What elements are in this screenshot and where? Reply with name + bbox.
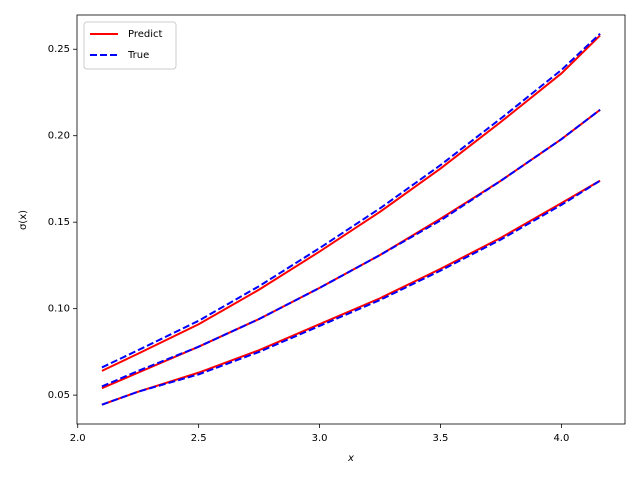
line-true	[101, 32, 601, 369]
y-axis-label: σ(x)	[18, 210, 29, 230]
legend-label: Predict	[128, 29, 163, 40]
line-true	[101, 108, 601, 388]
y-tick-label: 0.10	[48, 304, 70, 315]
line-predict	[101, 179, 601, 406]
y-tick-label: 0.05	[48, 390, 70, 401]
plot-frame	[76, 14, 626, 425]
y-tick-label: 0.25	[48, 44, 70, 55]
legend-label: True	[127, 50, 149, 61]
y-tick-label: 0.20	[48, 131, 70, 142]
x-tick-label: 3.0	[312, 433, 328, 444]
y-tick-label: 0.15	[48, 217, 70, 228]
x-tick-label: 2.5	[191, 433, 207, 444]
x-axis-label: x	[347, 453, 354, 464]
x-tick-label: 2.0	[70, 433, 86, 444]
line-true	[101, 179, 601, 406]
line-predict	[101, 34, 601, 372]
x-tick-label: 4.0	[553, 433, 569, 444]
line-predict	[101, 108, 601, 390]
x-tick-label: 3.5	[433, 433, 449, 444]
